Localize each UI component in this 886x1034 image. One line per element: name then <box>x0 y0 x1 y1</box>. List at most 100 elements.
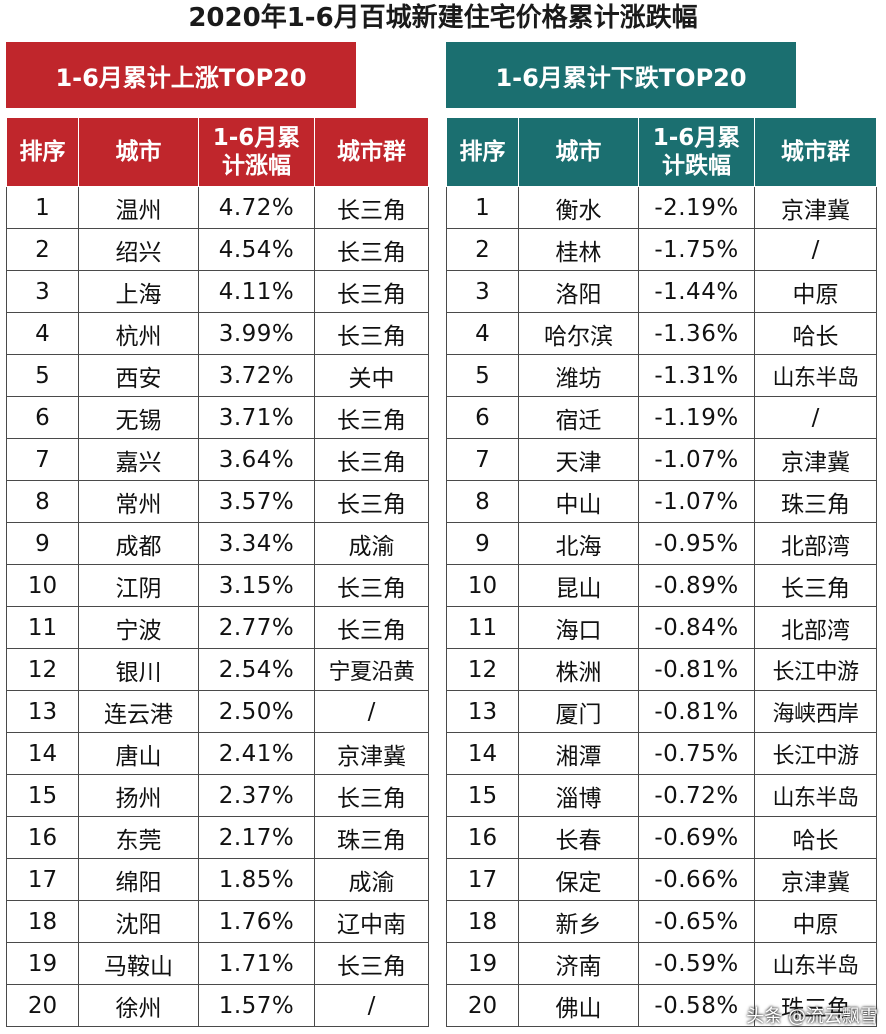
group-cell: 海峡西岸 <box>754 690 877 733</box>
header-change: 1-6月累 计跌幅 <box>638 117 755 187</box>
table-row: 5 西安 3.72% 关中 <box>6 354 429 397</box>
rank-cell: 8 <box>6 480 79 523</box>
table-row: 7 天津 -1.07% 京津冀 <box>446 438 877 481</box>
table-row: 16 长春 -0.69% 哈长 <box>446 816 877 859</box>
rank-cell: 5 <box>6 354 79 397</box>
change-cell: 4.11% <box>198 270 315 313</box>
change-cell: 1.57% <box>198 984 315 1027</box>
table-row: 13 厦门 -0.81% 海峡西岸 <box>446 690 877 733</box>
change-cell: -0.72% <box>638 774 755 817</box>
city-cell: 连云港 <box>78 690 199 733</box>
rank-cell: 13 <box>446 690 519 733</box>
header-group: 城市群 <box>754 117 877 187</box>
rise-top20-banner: 1-6月累计上涨TOP20 <box>6 42 356 108</box>
rank-cell: 5 <box>446 354 519 397</box>
table-row: 6 无锡 3.71% 长三角 <box>6 396 429 439</box>
change-cell: 2.37% <box>198 774 315 817</box>
group-cell: 宁夏沿黄 <box>314 648 429 691</box>
city-cell: 西安 <box>78 354 199 397</box>
change-cell: -0.69% <box>638 816 755 859</box>
city-cell: 天津 <box>518 438 639 481</box>
rank-cell: 19 <box>446 942 519 985</box>
city-cell: 无锡 <box>78 396 199 439</box>
table-header-row: 排序 城市 1-6月累 计跌幅 城市群 <box>446 117 877 187</box>
group-cell: 北部湾 <box>754 606 877 649</box>
table-row: 11 海口 -0.84% 北部湾 <box>446 606 877 649</box>
table-row: 10 昆山 -0.89% 长三角 <box>446 564 877 607</box>
rank-cell: 6 <box>446 396 519 439</box>
table-row: 11 宁波 2.77% 长三角 <box>6 606 429 649</box>
group-cell: 珠三角 <box>754 984 877 1027</box>
group-cell: 长三角 <box>314 270 429 313</box>
change-cell: 2.50% <box>198 690 315 733</box>
group-cell: 长三角 <box>754 564 877 607</box>
group-cell: 珠三角 <box>314 816 429 859</box>
rank-cell: 7 <box>6 438 79 481</box>
city-cell: 北海 <box>518 522 639 565</box>
city-cell: 洛阳 <box>518 270 639 313</box>
change-cell: 2.41% <box>198 732 315 775</box>
city-cell: 徐州 <box>78 984 199 1027</box>
table-row: 7 嘉兴 3.64% 长三角 <box>6 438 429 481</box>
change-cell: -0.81% <box>638 690 755 733</box>
change-cell: 2.17% <box>198 816 315 859</box>
change-cell: -0.59% <box>638 942 755 985</box>
fall-banner-label: 1-6月累计下跌TOP20 <box>495 63 747 92</box>
rank-cell: 2 <box>6 228 79 271</box>
rank-cell: 10 <box>6 564 79 607</box>
change-cell: -2.19% <box>638 186 755 229</box>
change-cell: -0.89% <box>638 564 755 607</box>
change-cell: 4.54% <box>198 228 315 271</box>
city-cell: 厦门 <box>518 690 639 733</box>
header-city: 城市 <box>78 117 199 187</box>
city-cell: 海口 <box>518 606 639 649</box>
table-row: 8 中山 -1.07% 珠三角 <box>446 480 877 523</box>
rank-cell: 3 <box>446 270 519 313</box>
rank-cell: 14 <box>446 732 519 775</box>
group-cell: 北部湾 <box>754 522 877 565</box>
change-cell: -1.07% <box>638 438 755 481</box>
change-cell: -1.07% <box>638 480 755 523</box>
city-cell: 常州 <box>78 480 199 523</box>
city-cell: 绍兴 <box>78 228 199 271</box>
rank-cell: 18 <box>6 900 79 943</box>
header-change-line2: 计跌幅 <box>662 153 731 179</box>
table-header-row: 排序 城市 1-6月累 计涨幅 城市群 <box>6 117 429 187</box>
group-cell: 长三角 <box>314 774 429 817</box>
city-cell: 嘉兴 <box>78 438 199 481</box>
rank-cell: 10 <box>446 564 519 607</box>
city-cell: 湘潭 <box>518 732 639 775</box>
table-row: 4 杭州 3.99% 长三角 <box>6 312 429 355</box>
change-cell: -0.95% <box>638 522 755 565</box>
group-cell: 哈长 <box>754 312 877 355</box>
rank-cell: 15 <box>6 774 79 817</box>
city-cell: 唐山 <box>78 732 199 775</box>
change-cell: 3.34% <box>198 522 315 565</box>
change-cell: -1.36% <box>638 312 755 355</box>
city-cell: 马鞍山 <box>78 942 199 985</box>
group-cell: 辽中南 <box>314 900 429 943</box>
city-cell: 潍坊 <box>518 354 639 397</box>
group-cell: 长三角 <box>314 480 429 523</box>
rank-cell: 14 <box>6 732 79 775</box>
rank-cell: 4 <box>6 312 79 355</box>
city-cell: 江阴 <box>78 564 199 607</box>
table-row: 14 唐山 2.41% 京津冀 <box>6 732 429 775</box>
rank-cell: 11 <box>446 606 519 649</box>
rank-cell: 17 <box>6 858 79 901</box>
change-cell: 3.71% <box>198 396 315 439</box>
group-cell: 长三角 <box>314 396 429 439</box>
rank-cell: 9 <box>446 522 519 565</box>
rank-cell: 17 <box>446 858 519 901</box>
page-title: 2020年1-6月百城新建住宅价格累计涨跌幅 <box>188 3 698 33</box>
change-cell: 1.71% <box>198 942 315 985</box>
city-cell: 济南 <box>518 942 639 985</box>
rank-cell: 1 <box>446 186 519 229</box>
rank-cell: 18 <box>446 900 519 943</box>
rank-cell: 12 <box>6 648 79 691</box>
table-row: 1 温州 4.72% 长三角 <box>6 186 429 229</box>
city-cell: 宁波 <box>78 606 199 649</box>
city-cell: 扬州 <box>78 774 199 817</box>
group-cell: 长江中游 <box>754 648 877 691</box>
group-cell: 珠三角 <box>754 480 877 523</box>
